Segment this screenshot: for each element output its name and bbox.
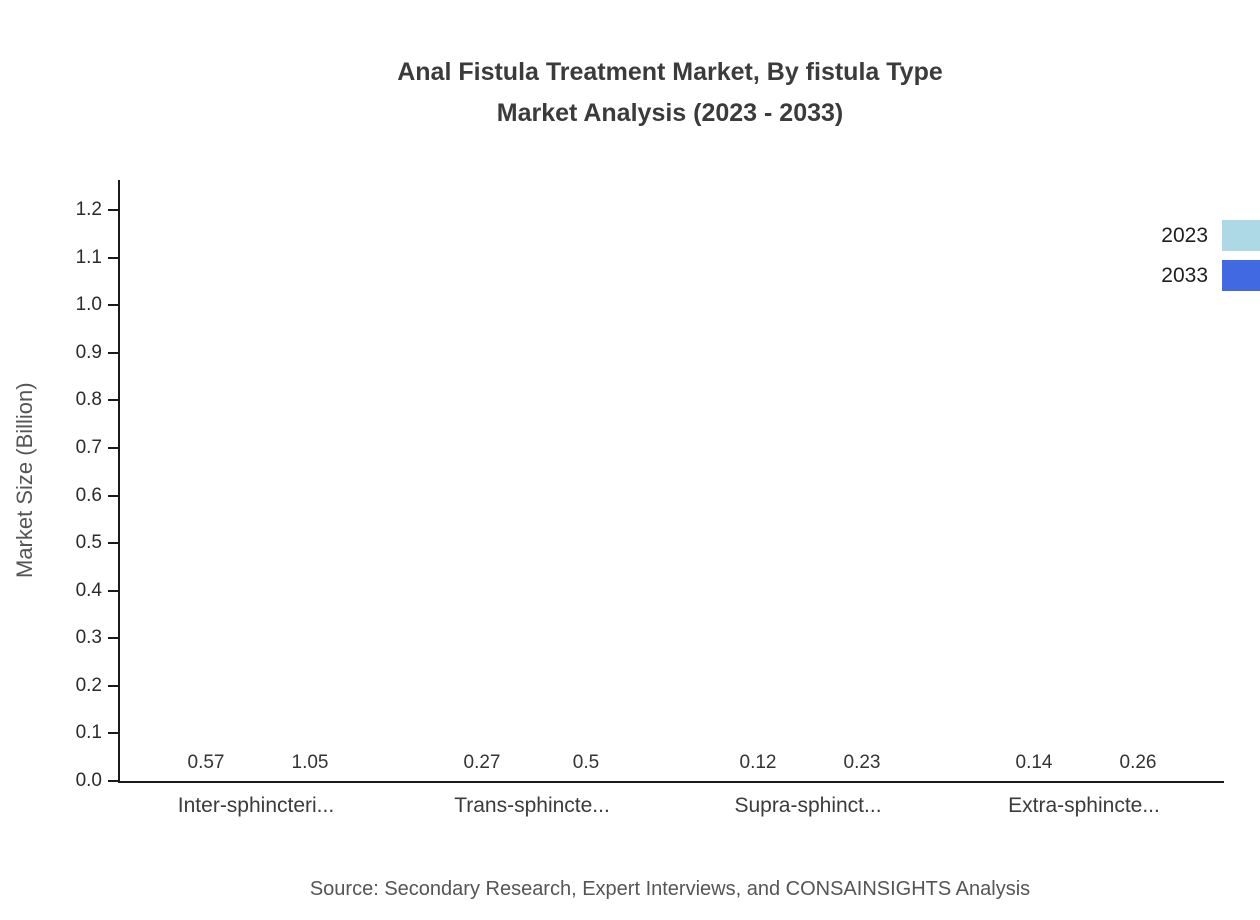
y-tick-label: 0.0 [75,770,102,791]
x-category-label: Supra-sphinct... [734,794,882,817]
legend-label: 2023 [1161,223,1208,247]
chart-title: Anal Fistula Treatment Market, By fistul… [80,52,1260,134]
bar-wrap: 1.05 [258,752,362,781]
bar-value-label: 0.23 [843,752,881,773]
y-tick-label: 0.4 [75,579,102,601]
y-tick-mark [108,542,118,545]
y-tick-label: 0.1 [75,722,102,744]
x-category-label: Trans-sphincte... [454,794,610,817]
bar-group: 0.27 0.5 [396,180,672,781]
y-tick-mark [108,494,118,497]
bar-value-label: 0.27 [463,752,501,773]
bar-value-label: 0.57 [187,752,225,773]
y-tick-label: 0.7 [75,436,102,458]
legend-item: 2033 [1161,260,1260,291]
bar-groups: 0.57 1.05 0.27 0.5 0.12 0.23 0.14 0.26 [120,180,1224,781]
legend-item: 2023 [1161,220,1260,251]
y-tick-mark [108,399,118,402]
bar-wrap: 0.14 [982,752,1086,781]
y-tick-label: 0.9 [75,341,102,363]
bar-wrap: 0.57 [154,752,258,781]
y-tick-mark [108,208,118,211]
y-tick-label: 0.5 [75,532,102,554]
bar-wrap: 0.27 [430,752,534,781]
x-axis-labels: Inter-sphincteri... Trans-sphincte... Supr… [118,794,1222,818]
bar-value-label: 1.05 [291,752,329,773]
bar-value-label: 0.26 [1119,752,1157,773]
legend-label: 2033 [1161,263,1208,287]
bar-group: 0.12 0.23 [672,180,948,781]
y-tick-mark [108,446,118,449]
y-tick-label: 0.8 [75,389,102,411]
bar-value-label: 0.5 [572,752,600,773]
y-tick-label: 0.3 [75,627,102,649]
y-tick-mark [108,304,118,307]
y-tick-mark [108,256,118,259]
legend: 2023 2033 [1161,220,1260,291]
bar-value-label: 0.12 [739,752,777,773]
y-tick-mark [108,684,118,687]
bar-wrap: 0.5 [534,752,638,781]
y-tick-label: 1.0 [75,294,102,316]
bar-group: 0.14 0.26 [948,180,1224,781]
bar-group: 0.57 1.05 [120,180,396,781]
y-tick-mark [108,351,118,354]
bar-wrap: 0.26 [1086,752,1190,781]
y-tick-mark [108,732,118,735]
y-tick-label: 0.6 [75,484,102,506]
y-tick-label: 1.2 [75,198,102,220]
bar-value-label: 0.14 [1015,752,1053,773]
y-tick-label: 1.1 [75,246,102,268]
y-tick-mark [108,589,118,592]
chart-title-line-1: Anal Fistula Treatment Market, By fistul… [397,58,943,86]
chart-title-line-2: Market Analysis (2023 - 2033) [496,99,844,127]
y-tick-mark [108,637,118,640]
y-tick-mark [108,780,118,782]
legend-swatch [1222,220,1260,251]
x-category-label: Extra-sphincte... [1008,794,1160,817]
bar-wrap: 0.12 [706,752,810,781]
legend-swatch [1222,260,1260,291]
bar-wrap: 0.23 [810,752,914,781]
y-axis-title: Market Size (Billion) [12,382,37,578]
y-tick-label: 0.2 [75,674,102,696]
source-note: Source: Secondary Research, Expert Inter… [309,878,1031,900]
plot-area: 0.57 1.05 0.27 0.5 0.12 0.23 0.14 0.26 0.0 0.1 0.… [76,180,1224,791]
x-category-label: Inter-sphincteri... [177,794,335,817]
